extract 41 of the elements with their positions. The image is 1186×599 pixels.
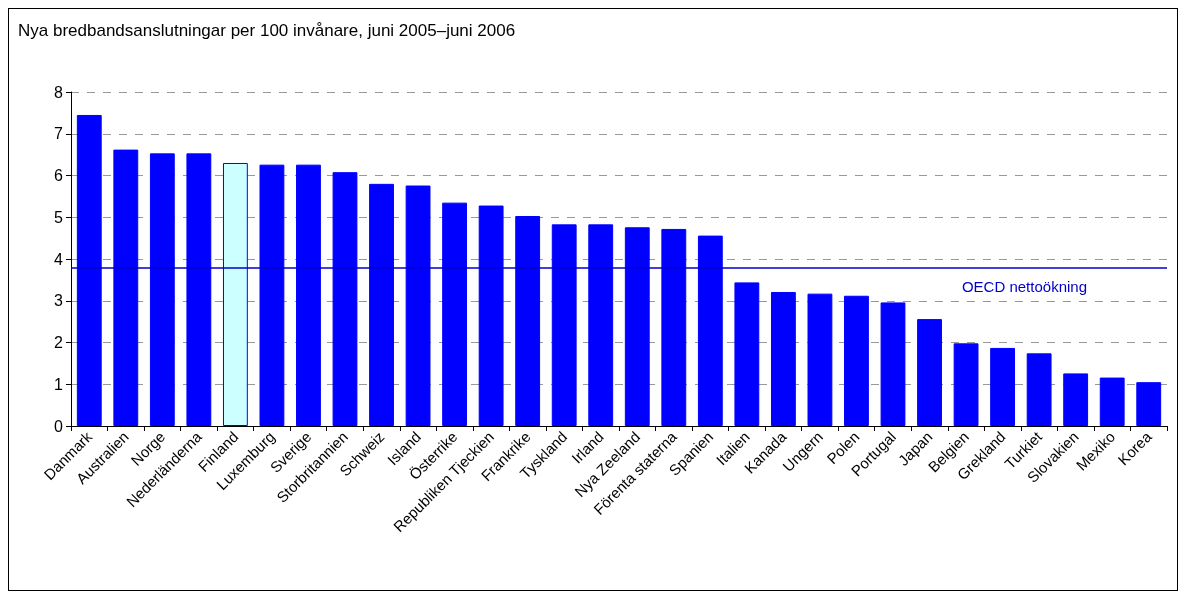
bar: [478, 205, 504, 426]
bar: [661, 228, 687, 426]
bar: [844, 295, 869, 426]
bar: [1136, 382, 1162, 426]
y-tick-label: 8: [54, 83, 64, 101]
y-tick-label: 3: [54, 292, 64, 310]
bar: [222, 162, 248, 426]
bar: [588, 224, 614, 426]
bar: [1026, 353, 1052, 426]
bar: [76, 114, 102, 426]
bar: [1099, 377, 1125, 426]
bar: [953, 343, 979, 426]
y-tick-label: 0: [54, 417, 64, 435]
y-tick-label: 6: [54, 167, 64, 184]
bar: [880, 302, 906, 426]
y-tick-label: 5: [54, 208, 64, 226]
bar: [405, 185, 431, 426]
bar: [296, 164, 321, 426]
bar: [515, 216, 541, 426]
y-tick-label: 1: [54, 375, 64, 393]
chart-title: Nya bredbandsanslutningar per 100 invånare, juni 2005–juni 2006: [18, 21, 516, 40]
bar: [807, 293, 833, 426]
bar: [551, 224, 577, 426]
bar: [734, 282, 760, 426]
bar: [1063, 373, 1089, 426]
bar: [332, 172, 358, 426]
bar: [442, 202, 468, 426]
ref-line-label: OECD nettoökning: [961, 278, 1087, 296]
bar: [369, 183, 394, 426]
bar: [259, 164, 285, 426]
y-tick-label: 7: [54, 125, 64, 143]
bar: [113, 149, 139, 426]
bar: [697, 235, 723, 426]
bar: [770, 291, 796, 426]
y-tick-label: 2: [54, 334, 64, 351]
bar: [990, 347, 1016, 426]
bar: [917, 319, 942, 426]
bar: [186, 153, 212, 426]
y-tick-label: 4: [54, 250, 64, 268]
bar: [624, 227, 650, 426]
bar: [149, 153, 175, 426]
